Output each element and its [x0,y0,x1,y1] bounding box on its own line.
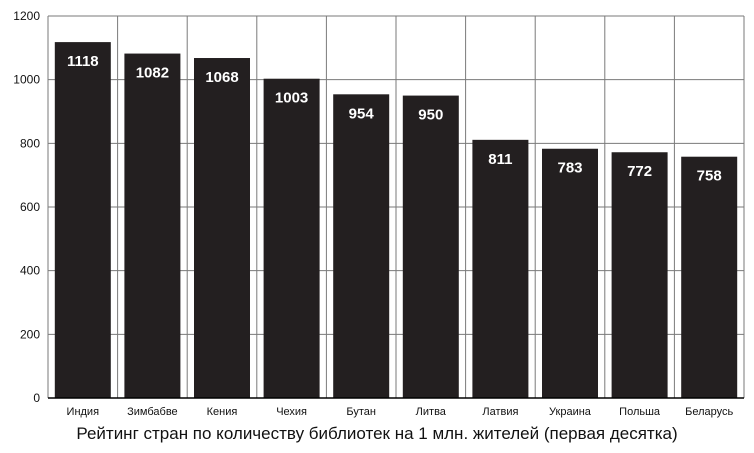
y-tick-label: 800 [20,136,40,150]
y-tick-label: 600 [20,200,40,214]
bar [611,152,668,398]
x-tick-label: Украина [549,406,592,418]
y-tick-label: 400 [20,264,40,278]
data-label: 954 [349,105,375,122]
x-tick-label: Кения [207,406,238,418]
y-tick-label: 0 [33,391,40,405]
data-label: 1068 [205,69,238,86]
bar [263,78,320,398]
x-tick-label: Индия [67,406,100,418]
x-tick-label: Латвия [482,406,518,418]
data-label: 758 [697,168,722,185]
data-label: 1118 [67,53,99,70]
x-tick-label: Литва [416,406,447,418]
bar [472,139,529,398]
x-tick-label: Беларусь [685,406,733,418]
y-tick-label: 1000 [13,73,40,87]
data-label: 950 [418,107,443,124]
y-tick-label: 200 [20,327,40,341]
bars [54,42,738,399]
data-labels: 1118 1082 1068 1003 954 950 811 783 772 758 [67,53,722,185]
data-label: 783 [557,160,582,177]
grid [47,15,745,398]
axes: 0 200 400 600 800 1000 1200 Индия Зимбабве Кения Ч… [13,9,744,418]
x-tick-label: Бутан [346,406,376,418]
y-tick-label: 1200 [13,9,40,23]
x-tick-label: Зимбабве [127,406,178,418]
bar [333,94,390,398]
x-tick-label: Польша [619,406,661,418]
bar [402,95,459,398]
bar [124,53,181,399]
data-label: 1003 [275,90,308,107]
bar [542,148,598,398]
data-label: 1082 [136,65,169,82]
chart-title: Рейтинг стран по количеству библиотек на… [76,424,678,443]
x-tick-label: Чехия [276,406,307,418]
data-label: 772 [627,163,652,180]
bar [54,42,111,398]
bar [194,58,250,399]
data-label: 811 [488,151,512,168]
bar [681,156,738,398]
